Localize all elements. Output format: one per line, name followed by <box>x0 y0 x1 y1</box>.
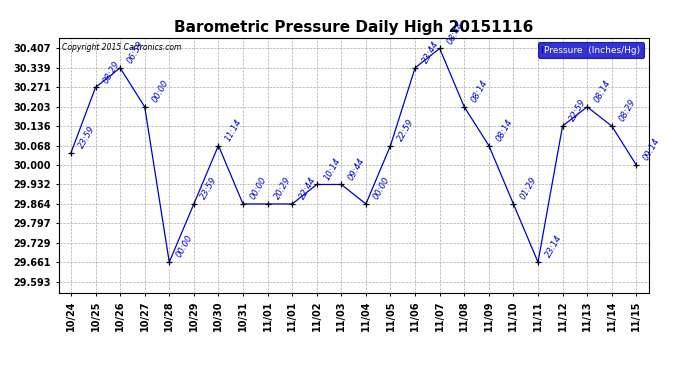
Text: 23:59: 23:59 <box>77 124 97 150</box>
Text: 08:44: 08:44 <box>445 20 465 46</box>
Text: 09:44: 09:44 <box>347 156 367 182</box>
Text: 23:14: 23:14 <box>544 234 564 260</box>
Text: 00:00: 00:00 <box>371 176 391 201</box>
Text: 08:29: 08:29 <box>101 59 121 85</box>
Text: 00:00: 00:00 <box>248 176 268 201</box>
Text: 10:14: 10:14 <box>322 156 342 182</box>
Text: 23:44: 23:44 <box>421 39 441 65</box>
Text: 11:14: 11:14 <box>224 117 244 143</box>
Text: 23:59: 23:59 <box>199 176 219 201</box>
Text: 22:44: 22:44 <box>297 176 317 201</box>
Text: Copyright 2015 Cartronics.com: Copyright 2015 Cartronics.com <box>61 43 181 52</box>
Text: 22:59: 22:59 <box>396 117 416 143</box>
Text: 00:00: 00:00 <box>175 234 195 260</box>
Text: 09:14: 09:14 <box>642 136 662 162</box>
Text: 01:29: 01:29 <box>519 176 539 201</box>
Text: 00:00: 00:00 <box>150 78 170 104</box>
Text: 08:29: 08:29 <box>618 98 638 123</box>
Text: 20:29: 20:29 <box>273 176 293 201</box>
Text: 22:59: 22:59 <box>568 98 588 123</box>
Text: 08:14: 08:14 <box>494 117 514 143</box>
Text: 08:14: 08:14 <box>593 78 613 104</box>
Text: 08:14: 08:14 <box>470 78 490 104</box>
Legend: Pressure  (Inches/Hg): Pressure (Inches/Hg) <box>538 42 644 58</box>
Text: 06:59: 06:59 <box>126 39 146 65</box>
Title: Barometric Pressure Daily High 20151116: Barometric Pressure Daily High 20151116 <box>174 20 533 35</box>
